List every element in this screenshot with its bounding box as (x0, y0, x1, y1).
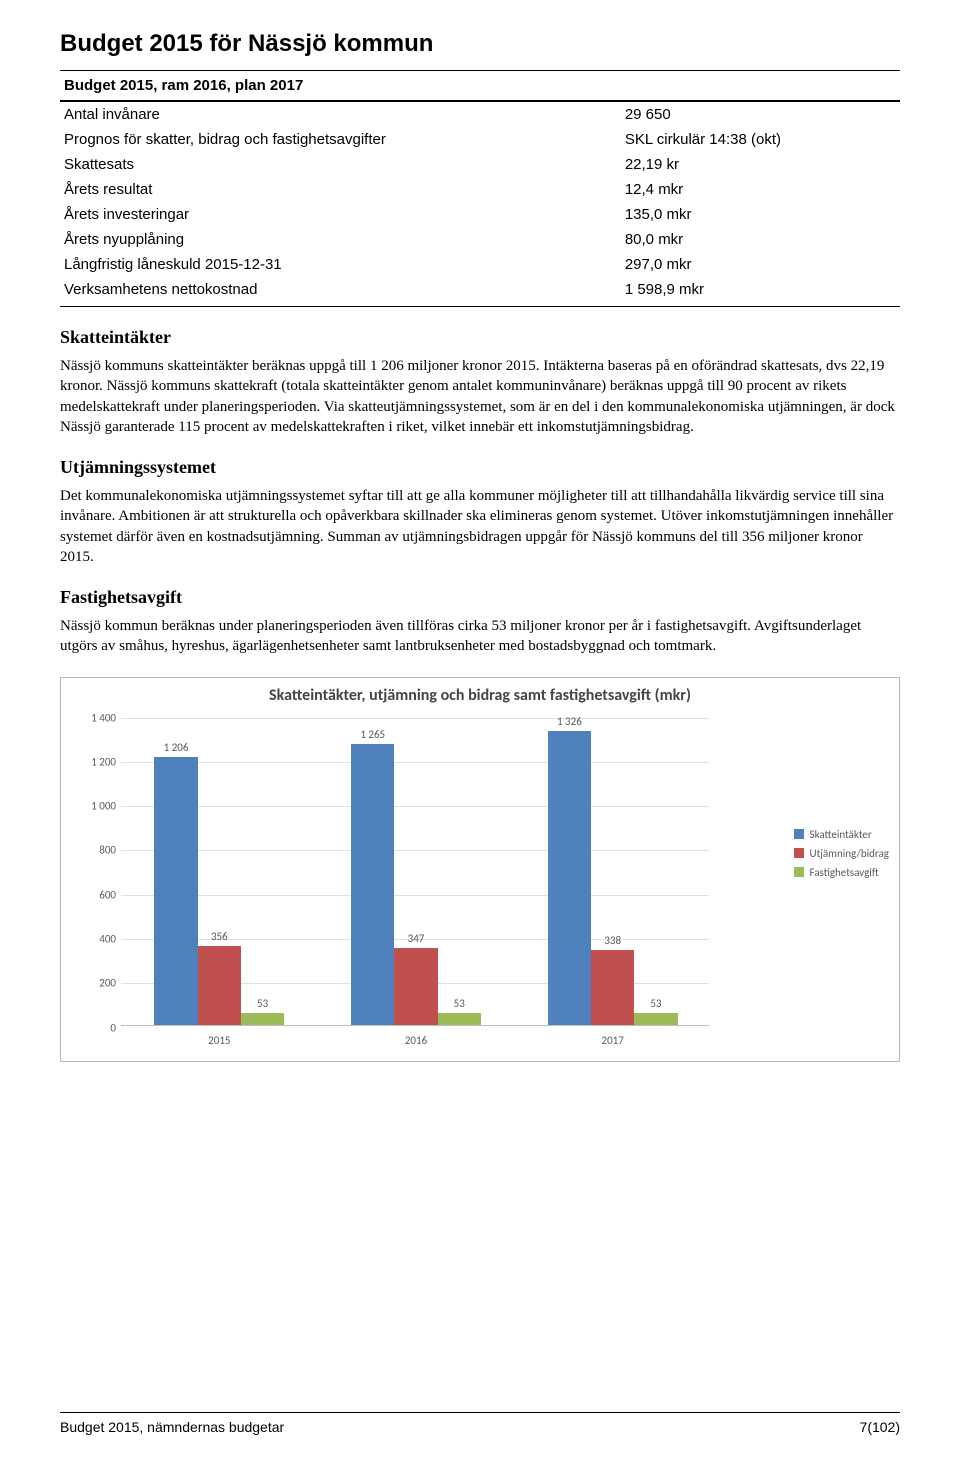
row-label: Årets investeringar (60, 202, 621, 227)
table-row: Årets investeringar 135,0 mkr (60, 202, 900, 227)
chart-bar-label: 356 (198, 930, 241, 943)
row-value: 12,4 mkr (621, 177, 900, 202)
body-utjamningssystemet: Det kommunalekonomiska utjämningssysteme… (60, 486, 900, 567)
row-label: Skattesats (60, 152, 621, 177)
chart-ytick: 200 (81, 977, 116, 990)
chart-ytick: 800 (81, 844, 116, 857)
row-value: 135,0 mkr (621, 202, 900, 227)
legend-label: Utjämning/bidrag (810, 847, 889, 860)
table-row: Årets nyupplåning 80,0 mkr (60, 227, 900, 252)
chart-bar-label: 347 (394, 932, 437, 945)
heading-skatteintakter: Skatteintäkter (60, 327, 900, 348)
table-row: Verksamhetens nettokostnad 1 598,9 mkr (60, 277, 900, 307)
row-label: Årets nyupplåning (60, 227, 621, 252)
body-skatteintakter: Nässjö kommuns skatteintäkter beräknas u… (60, 356, 900, 437)
chart-ytick: 1 400 (81, 711, 116, 724)
chart-legend-item: Utjämning/bidrag (794, 847, 889, 860)
chart-bar: 356 (198, 946, 241, 1025)
page-footer: Budget 2015, nämndernas budgetar 7(102) (60, 1412, 900, 1435)
table-row: Årets resultat 12,4 mkr (60, 177, 900, 202)
heading-utjamningssystemet: Utjämningssystemet (60, 457, 900, 478)
row-label: Verksamhetens nettokostnad (60, 277, 621, 307)
chart-bar: 53 (634, 1013, 677, 1025)
heading-fastighetsavgift: Fastighetsavgift (60, 587, 900, 608)
chart-ytick: 1 000 (81, 800, 116, 813)
chart-bar: 347 (394, 948, 437, 1025)
row-label: Årets resultat (60, 177, 621, 202)
table-row: Långfristig låneskuld 2015-12-31 297,0 m… (60, 252, 900, 277)
footer-right: 7(102) (860, 1419, 900, 1435)
row-value: SKL cirkulär 14:38 (okt) (621, 127, 900, 152)
chart-title: Skatteintäkter, utjämning och bidrag sam… (61, 686, 899, 705)
chart-bar: 53 (241, 1013, 284, 1025)
chart-ytick: 400 (81, 932, 116, 945)
body-fastighetsavgift: Nässjö kommun beräknas under planeringsp… (60, 616, 900, 657)
legend-label: Fastighetsavgift (810, 866, 879, 879)
chart-legend-item: Skatteintäkter (794, 828, 889, 841)
chart-bar-label: 1 206 (154, 741, 197, 754)
legend-label: Skatteintäkter (810, 828, 872, 841)
table-header: Budget 2015, ram 2016, plan 2017 (60, 71, 900, 102)
revenue-chart: Skatteintäkter, utjämning och bidrag sam… (60, 677, 900, 1062)
row-value: 297,0 mkr (621, 252, 900, 277)
table-row: Antal invånare 29 650 (60, 101, 900, 127)
footer-left: Budget 2015, nämndernas budgetar (60, 1419, 284, 1435)
legend-swatch (794, 867, 804, 877)
chart-bar-label: 1 326 (548, 715, 591, 728)
row-value: 1 598,9 mkr (621, 277, 900, 307)
row-label: Prognos för skatter, bidrag och fastighe… (60, 127, 621, 152)
chart-plot-area: 02004006008001 0001 2001 4001 2063565320… (121, 718, 709, 1026)
chart-legend: Skatteintäkter Utjämning/bidrag Fastighets… (794, 828, 889, 885)
chart-bar: 53 (438, 1013, 481, 1025)
chart-xlabel: 2015 (208, 1034, 230, 1047)
legend-swatch (794, 829, 804, 839)
page-title: Budget 2015 för Nässjö kommun (60, 30, 900, 58)
row-value: 22,19 kr (621, 152, 900, 177)
chart-bar: 1 206 (154, 757, 197, 1024)
chart-bar: 1 265 (351, 744, 394, 1024)
chart-ytick: 0 (81, 1021, 116, 1034)
chart-bar-label: 53 (634, 997, 677, 1010)
chart-xlabel: 2017 (602, 1034, 624, 1047)
chart-bar-label: 53 (241, 997, 284, 1010)
row-value: 80,0 mkr (621, 227, 900, 252)
table-row: Prognos för skatter, bidrag och fastighe… (60, 127, 900, 152)
row-label: Långfristig låneskuld 2015-12-31 (60, 252, 621, 277)
chart-ytick: 600 (81, 888, 116, 901)
chart-legend-item: Fastighetsavgift (794, 866, 889, 879)
legend-swatch (794, 848, 804, 858)
chart-bar: 1 326 (548, 731, 591, 1025)
chart-ytick: 1 200 (81, 755, 116, 768)
chart-xlabel: 2016 (405, 1034, 427, 1047)
chart-bar-label: 1 265 (351, 728, 394, 741)
chart-bar: 338 (591, 950, 634, 1025)
chart-bar-label: 53 (438, 997, 481, 1010)
budget-summary-table: Budget 2015, ram 2016, plan 2017 Antal i… (60, 70, 900, 307)
row-label: Antal invånare (60, 101, 621, 127)
table-row: Skattesats 22,19 kr (60, 152, 900, 177)
chart-bar-label: 338 (591, 934, 634, 947)
row-value: 29 650 (621, 101, 900, 127)
